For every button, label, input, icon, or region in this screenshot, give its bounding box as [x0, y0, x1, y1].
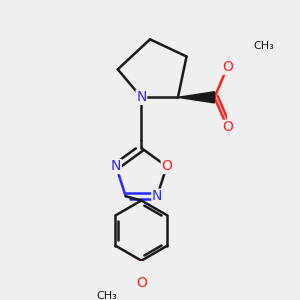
- Text: O: O: [222, 120, 233, 134]
- Text: O: O: [222, 60, 233, 74]
- Text: N: N: [136, 90, 147, 104]
- Text: N: N: [152, 189, 162, 203]
- Text: CH₃: CH₃: [254, 41, 274, 51]
- Text: CH₃: CH₃: [97, 291, 117, 300]
- Text: O: O: [161, 160, 172, 173]
- Text: N: N: [111, 160, 121, 173]
- Text: O: O: [136, 276, 147, 290]
- Polygon shape: [178, 92, 214, 103]
